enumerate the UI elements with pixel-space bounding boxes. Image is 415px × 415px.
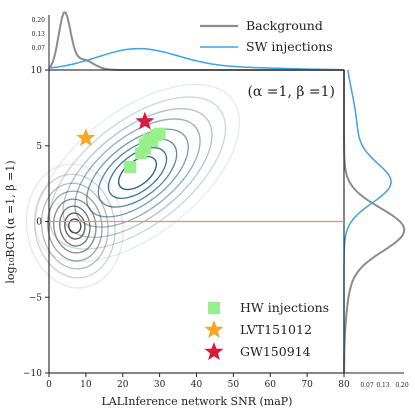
y-tick-label: 5 <box>36 142 42 152</box>
legend-label: SW injections <box>246 39 333 54</box>
hw-injection-point <box>124 160 137 173</box>
legend-label: HW injections <box>240 300 329 315</box>
legend-marker <box>208 302 220 314</box>
background-contour <box>46 190 103 262</box>
top-marginal-tick-label: 0.13 <box>32 31 46 38</box>
hw-injection-point <box>153 127 166 140</box>
right-marginal-tick-label: 0.07 <box>360 382 374 389</box>
legend-label: Background <box>246 18 323 33</box>
x-tick-label: 10 <box>80 380 92 390</box>
y-tick-label: −10 <box>23 369 42 379</box>
sw-contour <box>62 108 213 238</box>
x-tick-label: 70 <box>301 380 313 390</box>
x-tick-label: 50 <box>228 380 240 390</box>
top-marginal-tick-label: 0.20 <box>32 17 46 24</box>
gw150914-star <box>135 111 155 130</box>
x-tick-label: 30 <box>154 380 166 390</box>
sw-contour <box>107 147 168 199</box>
x-tick-label: 60 <box>265 380 277 390</box>
legend-marker <box>204 342 224 361</box>
annotation: (α =1, β =1) <box>247 84 335 100</box>
background-contour <box>25 163 124 289</box>
sw-contour <box>34 83 241 263</box>
legend-bottom: HW injections LVT151012 GW150914 <box>204 300 329 361</box>
y-tick-label: 0 <box>36 218 42 228</box>
right-marginal-tick-label: 0.13 <box>376 382 390 389</box>
right-marginal-tick-label: 0.20 <box>395 382 409 389</box>
background-contour <box>33 173 116 279</box>
background-contour <box>68 218 82 234</box>
background-contour <box>64 212 86 240</box>
lvt151012-star <box>76 128 96 147</box>
right-marginal: 0.07 0.13 0.20 <box>343 69 409 389</box>
sw-contour <box>74 118 201 228</box>
legend-marker <box>204 320 224 339</box>
y-tick-label: 10 <box>31 66 43 76</box>
background-contour <box>59 205 91 247</box>
axis-ticks: 0 10 20 30 40 50 60 70 80 −10 −5 0 5 10 <box>23 66 350 390</box>
x-tick-label: 40 <box>191 380 203 390</box>
legend-label: LVT151012 <box>240 322 312 337</box>
right-marginal-background-curve <box>343 70 406 373</box>
y-tick-label: −5 <box>29 293 43 303</box>
density-contours <box>25 83 241 289</box>
legend-label: GW150914 <box>240 344 311 359</box>
y-axis-label: log₁₀BCR (α =1, β =1) <box>4 160 17 283</box>
legend-top: Background SW injections <box>200 18 333 54</box>
top-marginal-sw-curve <box>48 47 344 71</box>
x-tick-label: 0 <box>46 380 52 390</box>
x-tick-label: 20 <box>117 380 129 390</box>
sw-contour <box>97 138 178 208</box>
top-marginal-tick-label: 0.07 <box>32 45 46 52</box>
right-marginal-sw-curve <box>343 69 392 373</box>
background-contour <box>53 198 97 254</box>
data-points <box>76 111 166 173</box>
x-tick-label: 80 <box>338 380 350 390</box>
x-axis-label: LALInference network SNR (maP) <box>102 395 293 408</box>
